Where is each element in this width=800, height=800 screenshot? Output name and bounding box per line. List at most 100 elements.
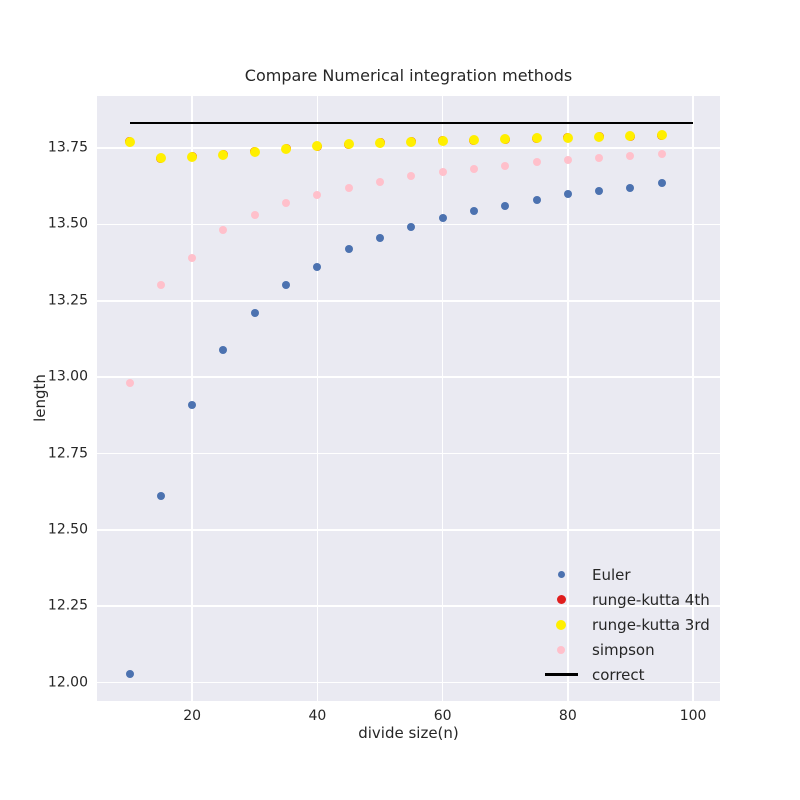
y-tick-label-12.00: 12.00 <box>47 674 88 691</box>
point-runge-kutta-3rd-70 <box>500 134 511 145</box>
point-runge-kutta-3rd-65 <box>468 135 479 145</box>
y-tick-label-13.50: 13.50 <box>47 216 88 233</box>
gridline-x-40 <box>316 96 319 701</box>
x-tick-label-40: 40 <box>308 708 327 724</box>
legend-dot-marker <box>537 595 585 604</box>
gridline-x-100 <box>692 96 694 701</box>
legend-item-correct: correct <box>537 662 710 687</box>
point-simpson-20 <box>188 253 197 262</box>
y-axis-label: length <box>31 374 49 422</box>
legend-label: Euler <box>592 565 631 584</box>
legend-dot-marker <box>537 619 585 630</box>
legend-label: runge-kutta 4th <box>592 590 710 609</box>
point-simpson-50 <box>376 177 384 186</box>
point-simpson-35 <box>282 198 291 207</box>
plot-area: Euler runge-kutta 4th runge-kutta 3rd simps… <box>97 96 720 701</box>
point-simpson-55 <box>407 172 416 181</box>
gridline-y-13.00 <box>97 376 720 378</box>
gridline-x-80 <box>567 96 569 701</box>
point-runge-kutta-3rd-60 <box>437 135 448 146</box>
point-euler-40 <box>313 263 322 272</box>
point-euler-70 <box>501 202 510 210</box>
point-euler-45 <box>344 244 353 253</box>
y-tick-label-13.25: 13.25 <box>47 292 88 309</box>
point-simpson-65 <box>469 165 478 174</box>
point-simpson-85 <box>595 154 604 163</box>
y-tick-label-12.75: 12.75 <box>47 445 88 462</box>
legend-item-euler: Euler <box>537 562 710 587</box>
y-tick-label-13.75: 13.75 <box>47 139 88 156</box>
legend-item-runge-kutta-4th: runge-kutta 4th <box>537 587 710 612</box>
point-euler-90 <box>626 183 635 192</box>
legend-label: simpson <box>592 640 655 659</box>
y-tick-label-12.50: 12.50 <box>47 521 88 538</box>
x-tick-label-20: 20 <box>183 708 202 724</box>
gridline-y-12.00 <box>97 681 720 684</box>
gridline-x-60 <box>441 96 444 701</box>
point-euler-65 <box>469 206 478 215</box>
point-euler-75 <box>532 195 541 204</box>
point-simpson-45 <box>344 183 353 192</box>
legend-item-simpson: simpson <box>537 637 710 662</box>
point-euler-60 <box>438 214 447 223</box>
point-simpson-75 <box>532 158 541 167</box>
point-runge-kutta-3rd-30 <box>249 146 260 157</box>
scatter-dot-icon <box>557 645 565 654</box>
point-euler-50 <box>376 234 384 243</box>
scatter-dot-icon <box>556 619 566 630</box>
point-euler-30 <box>250 308 259 317</box>
point-simpson-95 <box>657 149 666 158</box>
gridline-y-13.75 <box>97 147 720 149</box>
point-runge-kutta-3rd-10 <box>124 136 135 147</box>
point-euler-80 <box>563 189 572 198</box>
point-simpson-40 <box>313 191 322 200</box>
point-runge-kutta-3rd-95 <box>656 130 667 141</box>
chart-title: Compare Numerical integration methods <box>244 66 573 85</box>
point-simpson-60 <box>438 168 447 177</box>
legend-dot-marker <box>537 571 585 578</box>
point-simpson-10 <box>125 379 134 388</box>
point-runge-kutta-3rd-35 <box>281 143 292 154</box>
legend-dot-marker <box>537 645 585 654</box>
legend-line-marker <box>537 673 585 676</box>
point-euler-10 <box>125 669 134 678</box>
scatter-dot-icon <box>557 571 565 578</box>
point-runge-kutta-3rd-85 <box>594 131 605 142</box>
point-runge-kutta-3rd-40 <box>312 141 323 152</box>
gridline-y-12.25 <box>97 605 720 608</box>
scatter-dot-icon <box>556 595 566 604</box>
legend: Euler runge-kutta 4th runge-kutta 3rd simps… <box>537 562 710 687</box>
gridline-y-12.50 <box>97 529 720 531</box>
point-runge-kutta-3rd-55 <box>406 136 417 147</box>
point-simpson-80 <box>563 156 572 165</box>
point-runge-kutta-3rd-45 <box>343 139 354 150</box>
point-simpson-25 <box>219 226 228 235</box>
point-runge-kutta-3rd-80 <box>562 132 573 143</box>
point-runge-kutta-3rd-15 <box>155 153 166 164</box>
correct-line <box>129 121 694 125</box>
legend-item-runge-kutta-3rd: runge-kutta 3rd <box>537 612 710 637</box>
point-euler-25 <box>219 345 228 354</box>
point-runge-kutta-3rd-75 <box>531 133 542 144</box>
point-runge-kutta-3rd-50 <box>375 137 385 148</box>
point-euler-85 <box>595 186 604 195</box>
gridline-y-13.25 <box>97 299 720 302</box>
point-simpson-90 <box>626 151 635 160</box>
x-tick-label-60: 60 <box>433 708 452 724</box>
point-simpson-15 <box>156 281 165 290</box>
y-tick-label-12.25: 12.25 <box>47 597 88 614</box>
point-runge-kutta-3rd-20 <box>187 151 198 162</box>
legend-label: correct <box>592 665 645 684</box>
point-euler-35 <box>282 281 291 290</box>
gridline-x-20 <box>191 96 193 701</box>
point-euler-15 <box>156 492 165 501</box>
point-simpson-30 <box>250 211 259 220</box>
gridline-y-12.75 <box>97 452 720 455</box>
point-euler-55 <box>407 223 416 232</box>
x-axis-label: divide size(n) <box>358 724 459 742</box>
x-tick-label-80: 80 <box>558 708 577 724</box>
point-runge-kutta-3rd-90 <box>625 131 636 142</box>
legend-label: runge-kutta 3rd <box>592 615 710 634</box>
point-euler-20 <box>188 400 197 409</box>
